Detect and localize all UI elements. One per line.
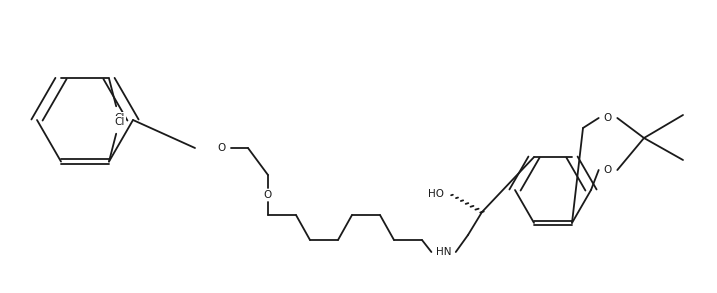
- Text: O: O: [604, 113, 612, 123]
- Text: HO: HO: [428, 188, 445, 199]
- Text: Cl: Cl: [115, 117, 125, 127]
- Text: O: O: [604, 165, 612, 175]
- Text: O: O: [264, 190, 272, 200]
- Text: HN: HN: [436, 247, 451, 257]
- Text: Cl: Cl: [115, 113, 125, 122]
- Text: O: O: [218, 143, 226, 153]
